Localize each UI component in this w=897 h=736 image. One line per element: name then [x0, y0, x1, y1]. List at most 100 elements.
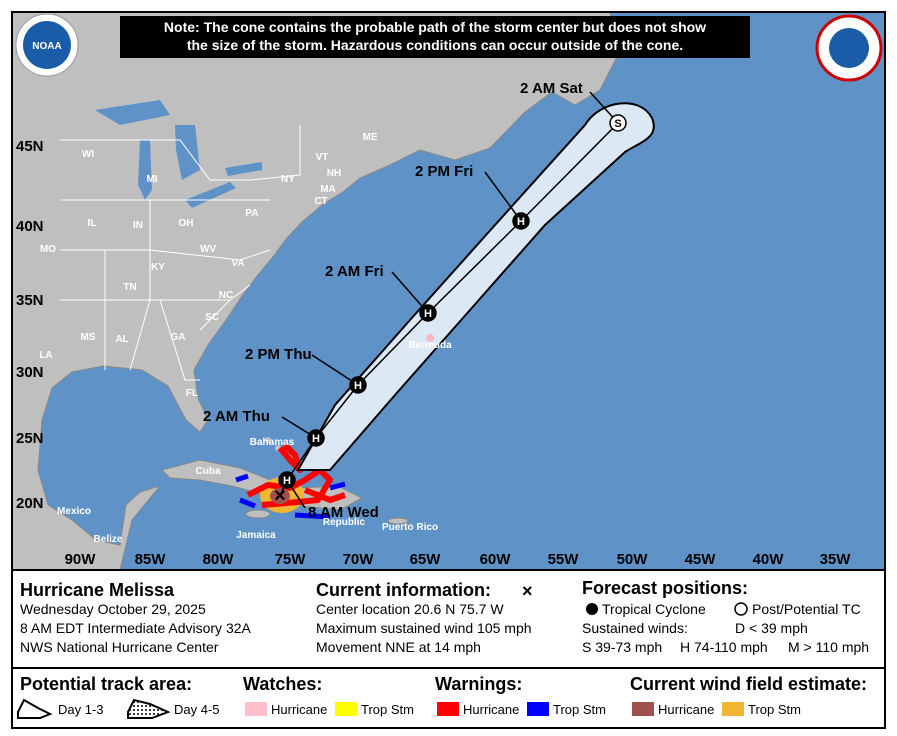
legend-item: Day 1-3 [58, 702, 104, 717]
place-label: Bahamas [250, 437, 295, 448]
lon-label: 80W [203, 551, 235, 568]
legend-title: Warnings: [435, 674, 522, 694]
place-label: Mexico [57, 506, 91, 517]
place-label: TN [123, 282, 136, 293]
place-label: FL [186, 388, 198, 399]
forecast-title: Forecast positions: [582, 578, 748, 598]
current-line: Maximum sustained wind 105 mph [316, 620, 532, 636]
legend-title: Potential track area: [20, 674, 192, 694]
forecast-marker [419, 304, 437, 322]
leader-line [484, 171, 522, 222]
legend-item: Day 4-5 [174, 702, 220, 717]
legend-swatch [245, 702, 267, 716]
lat-label: 20N [16, 495, 44, 512]
forecast-time: 8 AM Wed [308, 504, 379, 521]
current-position: × [274, 485, 286, 507]
place-label: Puerto Rico [382, 522, 438, 533]
place-label: VA [231, 258, 244, 269]
place-label: IN [133, 220, 143, 231]
lon-label: 35W [820, 551, 852, 568]
forecast-marker [609, 114, 627, 132]
tc-label: Tropical Cyclone [602, 601, 706, 617]
lon-label: 75W [275, 551, 307, 568]
forecast-marker-letter: S [614, 118, 621, 130]
lat-label: 30N [16, 364, 44, 381]
place-label: AL [115, 334, 128, 345]
place-label: Bermuda [408, 340, 452, 351]
forecast-time: 2 AM Thu [203, 408, 270, 425]
jamaica [245, 509, 271, 519]
forecast-marker [349, 376, 367, 394]
place-label: ME [363, 132, 378, 143]
legend-swatch [632, 702, 654, 716]
legend-item: Hurricane [463, 702, 519, 717]
forecast-marker [512, 212, 530, 230]
place-label: MO [40, 244, 56, 255]
place-label: PA [245, 208, 258, 219]
legend-swatch [437, 702, 459, 716]
legend-item: Trop Stm [553, 702, 606, 717]
legend-swatch [722, 702, 744, 716]
ptc-symbol [734, 602, 748, 616]
leader-line [391, 271, 429, 314]
lake-erie [185, 182, 236, 208]
cone-day45-icon [127, 698, 171, 719]
place-label: KY [151, 262, 165, 273]
lake-huron [175, 125, 200, 180]
lat-label: 45N [16, 138, 44, 155]
place-label: NH [327, 168, 341, 179]
map: 45N 40N 35N 30N 25N 20N 90W 85W 80W 75W 70W 65W 60W 5… [12, 12, 885, 570]
leader-line [311, 354, 359, 386]
cone [296, 102, 655, 471]
place-label: NC [219, 290, 233, 301]
state-borders [60, 125, 301, 381]
forecast-time: 2 AM Fri [325, 263, 384, 280]
wind-s: S 39-73 mph [582, 639, 662, 655]
place-label: WV [200, 244, 216, 255]
legend-item: Trop Stm [748, 702, 801, 717]
noaa-text: NOAA [32, 41, 61, 52]
place-label: Belize [94, 534, 123, 545]
place-label: MI [146, 174, 157, 185]
legend-title: Watches: [243, 674, 322, 694]
wind-m: M > 110 mph [788, 639, 869, 655]
lon-label: 50W [617, 551, 649, 568]
place-label: IL [88, 218, 97, 229]
lon-label: 70W [343, 551, 375, 568]
storm-name: Hurricane Melissa [20, 580, 175, 600]
legend-item: Trop Stm [361, 702, 414, 717]
storm-center: NWS National Hurricane Center [20, 639, 219, 655]
info-panel [11, 569, 886, 729]
forecast-marker [278, 471, 296, 489]
puerto-rico [387, 517, 409, 525]
place-label: WI [82, 149, 94, 160]
place-label: Republic [323, 517, 366, 528]
place-label: NY [281, 174, 295, 185]
nws-logo-inner [829, 28, 869, 68]
place-label: LA [39, 350, 52, 361]
note-line: the size of the storm. Hazardous conditi… [187, 37, 683, 53]
lat-label: 40N [16, 218, 44, 235]
forecast-time: 2 AM Sat [520, 80, 583, 97]
ptc-label: Post/Potential TC [752, 601, 861, 617]
wind-d: D < 39 mph [735, 620, 808, 636]
legend-title: Current wind field estimate: [630, 674, 867, 694]
forecast-time: 2 PM Fri [415, 163, 473, 180]
place-label: MS [81, 332, 96, 343]
storm-advisory: 8 AM EDT Intermediate Advisory 32A [20, 620, 252, 636]
forecast-marker-letter: H [312, 433, 320, 445]
current-symbol: × [522, 581, 533, 601]
place-label: OH [179, 218, 194, 229]
lake-michigan [138, 140, 152, 200]
north-america [12, 12, 619, 570]
lon-label: 65W [410, 551, 442, 568]
tc-symbol [586, 603, 598, 615]
winds-title: Sustained winds: [582, 620, 688, 636]
forecast-time: 2 PM Thu [245, 346, 312, 363]
legend-item: Hurricane [271, 702, 327, 717]
note-box [120, 16, 750, 58]
bermuda-marker [426, 334, 434, 342]
forecast-marker [307, 429, 325, 447]
noaa-logo-inner [23, 21, 71, 69]
